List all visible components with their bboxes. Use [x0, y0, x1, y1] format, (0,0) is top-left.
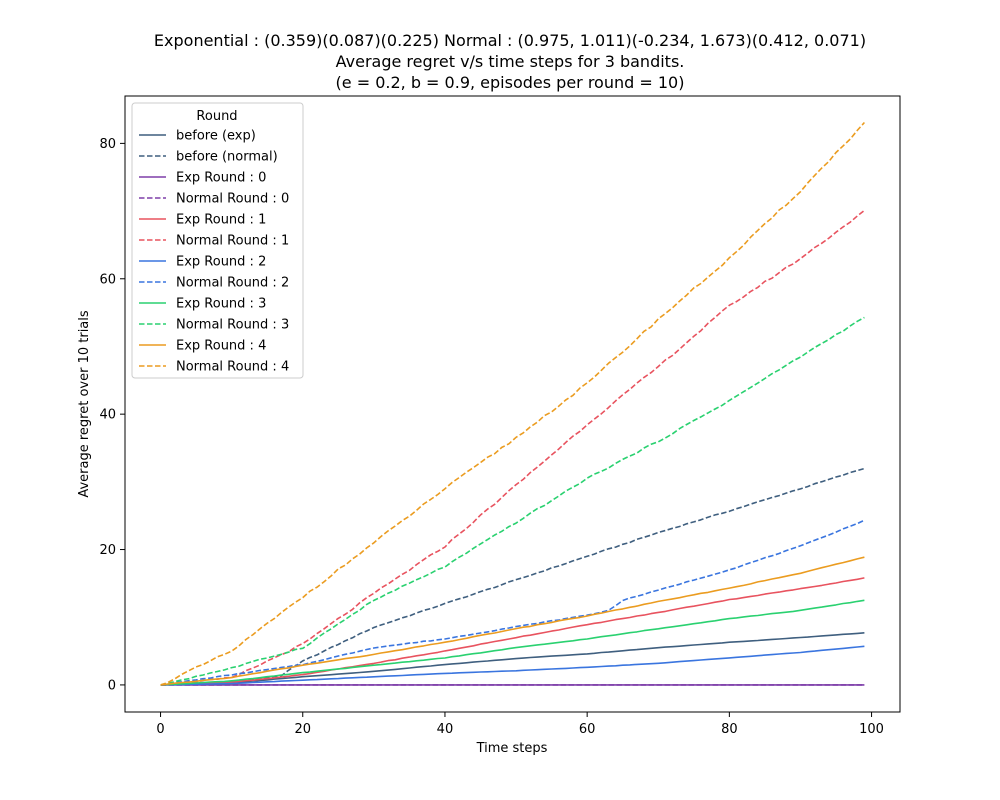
series-line-0 [160, 632, 865, 686]
series-line-7 [160, 519, 865, 686]
y-axis-label: Average regret over 10 trials [77, 310, 92, 498]
series-line-8 [160, 599, 865, 686]
legend-title: Round [196, 109, 237, 124]
legend-entry-label: Exp Round : 0 [176, 171, 266, 186]
x-axis-ticks: 0 20 40 60 80 100 [156, 712, 884, 737]
plot-area [124, 95, 901, 713]
series-layer [160, 121, 865, 686]
legend-entry-label: before (normal) [176, 150, 278, 165]
chart-title-line-1: Exponential : (0.359)(0.087)(0.225) Norm… [154, 31, 866, 50]
x-tick-label: 20 [294, 722, 311, 737]
legend-items: before (exp) before (normal) Exp Round : 0… [139, 129, 289, 375]
series-line-5 [160, 209, 865, 686]
legend-entry-label: before (exp) [176, 129, 256, 144]
axes-frame [124, 95, 901, 713]
x-tick-label: 0 [156, 722, 164, 737]
legend: Round before (exp) before (normal) Exp Rou… [131, 102, 304, 379]
chart-title-line-3: (e = 0.2, b = 0.9, episodes per round = … [336, 73, 685, 92]
series-line-9 [160, 316, 865, 686]
legend-entry-label: Exp Round : 2 [176, 255, 266, 270]
legend-entry-label: Normal Round : 0 [176, 192, 289, 207]
legend-entry-label: Exp Round : 3 [176, 297, 266, 312]
y-tick-label: 20 [99, 543, 116, 558]
x-axis-label: Time steps [476, 741, 548, 756]
legend-entry-label: Exp Round : 4 [176, 339, 266, 354]
x-tick-label: 40 [437, 722, 454, 737]
x-tick-label: 100 [859, 722, 884, 737]
legend-box [131, 102, 304, 379]
legend-entry-label: Normal Round : 1 [176, 234, 289, 249]
x-tick-label: 60 [579, 722, 596, 737]
series-line-11 [160, 121, 865, 686]
y-tick-label: 40 [99, 408, 116, 423]
x-tick-label: 80 [721, 722, 738, 737]
series-line-6 [160, 645, 865, 686]
y-tick-label: 60 [99, 272, 116, 287]
legend-entry-label: Normal Round : 4 [176, 360, 289, 375]
legend-entry-label: Normal Round : 2 [176, 276, 289, 291]
y-tick-label: 0 [108, 678, 116, 693]
legend-entry-label: Normal Round : 3 [176, 318, 289, 333]
chart-title-line-2: Average regret v/s time steps for 3 band… [336, 52, 685, 71]
legend-entry-label: Exp Round : 1 [176, 213, 266, 228]
y-tick-label: 80 [99, 137, 116, 152]
series-line-1 [160, 467, 865, 686]
series-line-10 [160, 556, 865, 686]
series-line-4 [160, 577, 865, 686]
y-axis-ticks: 0 20 40 60 80 [99, 137, 125, 693]
